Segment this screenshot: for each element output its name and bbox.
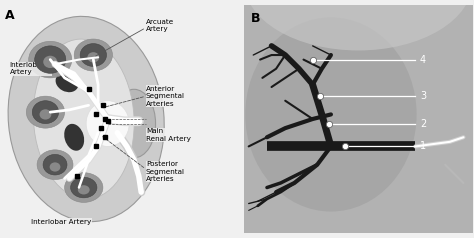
Ellipse shape: [244, 0, 473, 50]
Ellipse shape: [80, 44, 107, 66]
Ellipse shape: [64, 173, 103, 202]
Ellipse shape: [112, 89, 155, 158]
Ellipse shape: [87, 52, 99, 62]
Ellipse shape: [43, 56, 57, 68]
Ellipse shape: [8, 16, 164, 222]
Ellipse shape: [33, 39, 134, 199]
Ellipse shape: [64, 124, 84, 151]
Text: Anterior
Segmental
Arteries: Anterior Segmental Arteries: [146, 86, 185, 107]
Ellipse shape: [26, 96, 64, 128]
Ellipse shape: [245, 17, 417, 212]
Text: 3: 3: [420, 91, 426, 101]
Ellipse shape: [74, 39, 112, 71]
Text: Main
Renal Artery: Main Renal Artery: [146, 128, 191, 142]
Ellipse shape: [86, 101, 129, 146]
Text: 2: 2: [420, 119, 426, 129]
Text: B: B: [251, 12, 261, 25]
Text: A: A: [5, 9, 14, 22]
Ellipse shape: [55, 73, 78, 92]
Text: Arcuate
Artery: Arcuate Artery: [146, 19, 174, 32]
Text: 4: 4: [420, 55, 426, 64]
Ellipse shape: [43, 154, 67, 175]
Ellipse shape: [50, 162, 60, 172]
Ellipse shape: [39, 109, 51, 119]
Ellipse shape: [71, 177, 97, 198]
Ellipse shape: [78, 185, 90, 194]
Ellipse shape: [35, 46, 66, 73]
Text: Interlobular
Artery: Interlobular Artery: [9, 62, 52, 75]
Text: Interlobar Artery: Interlobar Artery: [31, 219, 91, 225]
Ellipse shape: [32, 101, 59, 124]
Text: Posterior
Segmental
Arteries: Posterior Segmental Arteries: [146, 161, 185, 182]
Ellipse shape: [37, 150, 73, 179]
Ellipse shape: [29, 41, 72, 78]
Text: 1: 1: [420, 141, 426, 151]
